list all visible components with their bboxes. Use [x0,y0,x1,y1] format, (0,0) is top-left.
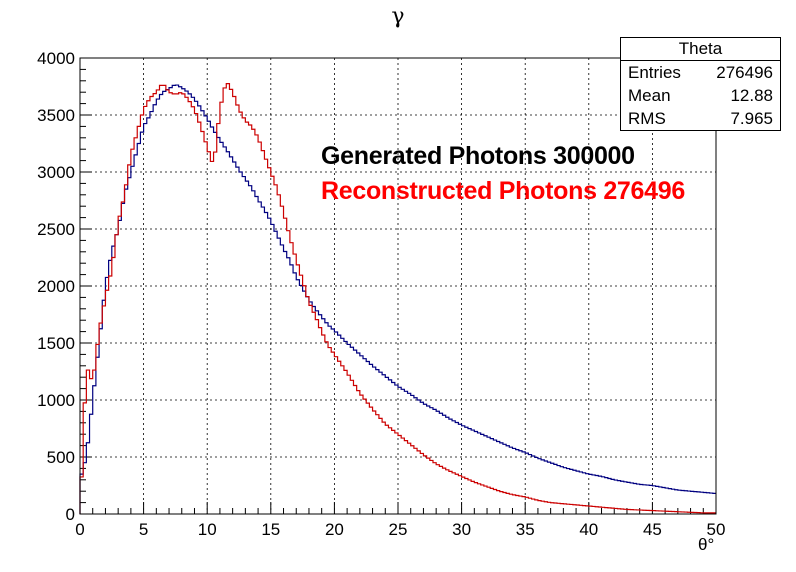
y-tick-label: 3500 [37,106,75,125]
stats-value: 276496 [716,63,773,82]
x-tick-label: 10 [198,520,217,539]
y-tick-label: 0 [66,505,75,524]
x-tick-label: 20 [325,520,344,539]
y-tick-label: 3000 [37,163,75,182]
stats-row-mean: Mean 12.88 [621,84,780,107]
stats-value: 7.965 [730,109,773,128]
stats-label: Mean [628,86,671,105]
x-tick-label: 40 [579,520,598,539]
x-tick-label: 45 [643,520,662,539]
chart-title: γ [391,4,405,29]
stats-value: 12.88 [730,86,773,105]
plot-frame [79,57,717,515]
y-tick-label: 1000 [37,391,75,410]
y-tick-label: 4000 [37,49,75,68]
x-axis-label: θ° [698,535,715,554]
legend-generated: Generated Photons 300000 [321,142,635,170]
x-tick-label: 30 [452,520,471,539]
x-tick-label: 15 [261,520,280,539]
x-tick-label: 5 [139,520,148,539]
series-reconstructed [79,83,716,514]
y-tick-label: 2000 [37,277,75,296]
x-tick-label: 0 [75,520,84,539]
series-generated [79,84,716,514]
stats-label: Entries [628,63,681,82]
y-tick-label: 500 [47,448,75,467]
x-tick-label: 35 [516,520,535,539]
y-tick-label: 1500 [37,334,75,353]
x-tick-label: 25 [389,520,408,539]
y-tick-label: 2500 [37,220,75,239]
x-tick-label: 50 [707,520,726,539]
stats-box-name: Theta [621,38,780,61]
stats-row-rms: RMS 7.965 [621,107,780,130]
legend-reconstructed: Reconstructed Photons 276496 [321,177,685,205]
stats-box: Theta Entries 276496 Mean 12.88 RMS 7.96… [620,37,781,131]
stats-row-entries: Entries 276496 [621,61,780,84]
stats-label: RMS [628,109,666,128]
